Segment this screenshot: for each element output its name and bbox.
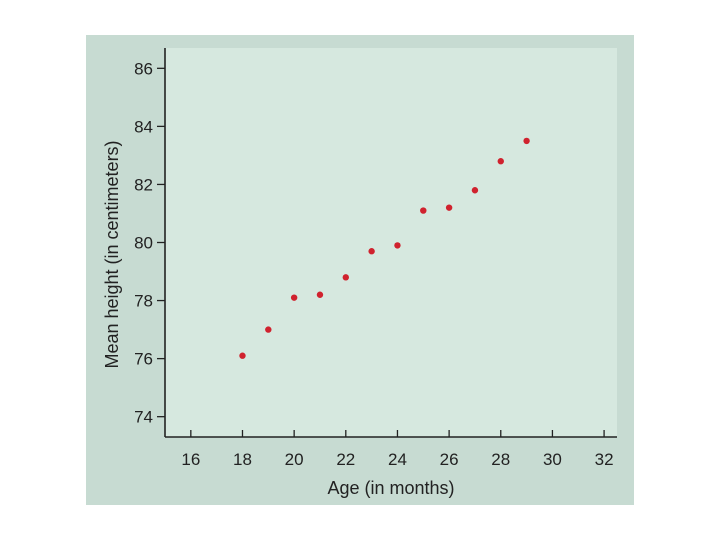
x-tick-label: 28: [491, 450, 510, 469]
y-tick-label: 84: [134, 117, 153, 136]
axis-ticks: 16 18 20 22 24 26 28 30 32 74 76 78 80 82 84 86: [134, 59, 613, 469]
chart-figure: 16 18 20 22 24 26 28 30 32 74 76 78 80 82 84 86 Age (in…: [86, 35, 634, 505]
data-point: [497, 158, 504, 165]
x-tick-label: 18: [233, 450, 252, 469]
data-point: [420, 207, 427, 214]
y-tick-label: 74: [134, 408, 153, 427]
data-point: [445, 204, 453, 211]
data-point: [523, 137, 530, 145]
chart-marks: [239, 137, 530, 359]
y-tick-label: 80: [134, 234, 153, 253]
y-tick-label: 82: [134, 175, 153, 194]
data-point: [316, 291, 324, 298]
x-axis-title: Age (in months): [327, 478, 454, 498]
data-point: [290, 294, 298, 301]
data-point: [368, 248, 375, 255]
data-point: [239, 352, 246, 359]
data-point: [342, 274, 349, 281]
data-point: [265, 326, 272, 333]
x-tick-label: 32: [595, 450, 614, 469]
y-axis-title: Mean height (in centimeters): [102, 140, 122, 368]
x-tick-label: 24: [388, 450, 407, 469]
scatter-chart: 16 18 20 22 24 26 28 30 32 74 76 78 80 82 84 86 Age (in…: [102, 48, 617, 498]
y-tick-label: 76: [134, 350, 153, 369]
x-tick-label: 22: [336, 450, 355, 469]
data-point: [471, 187, 479, 194]
x-tick-label: 16: [181, 450, 200, 469]
x-tick-label: 20: [285, 450, 304, 469]
plot-area: [165, 48, 617, 437]
x-tick-label: 26: [440, 450, 459, 469]
data-point: [394, 242, 401, 249]
y-tick-label: 78: [134, 292, 153, 311]
x-tick-label: 30: [543, 450, 562, 469]
y-tick-label: 86: [134, 59, 153, 78]
